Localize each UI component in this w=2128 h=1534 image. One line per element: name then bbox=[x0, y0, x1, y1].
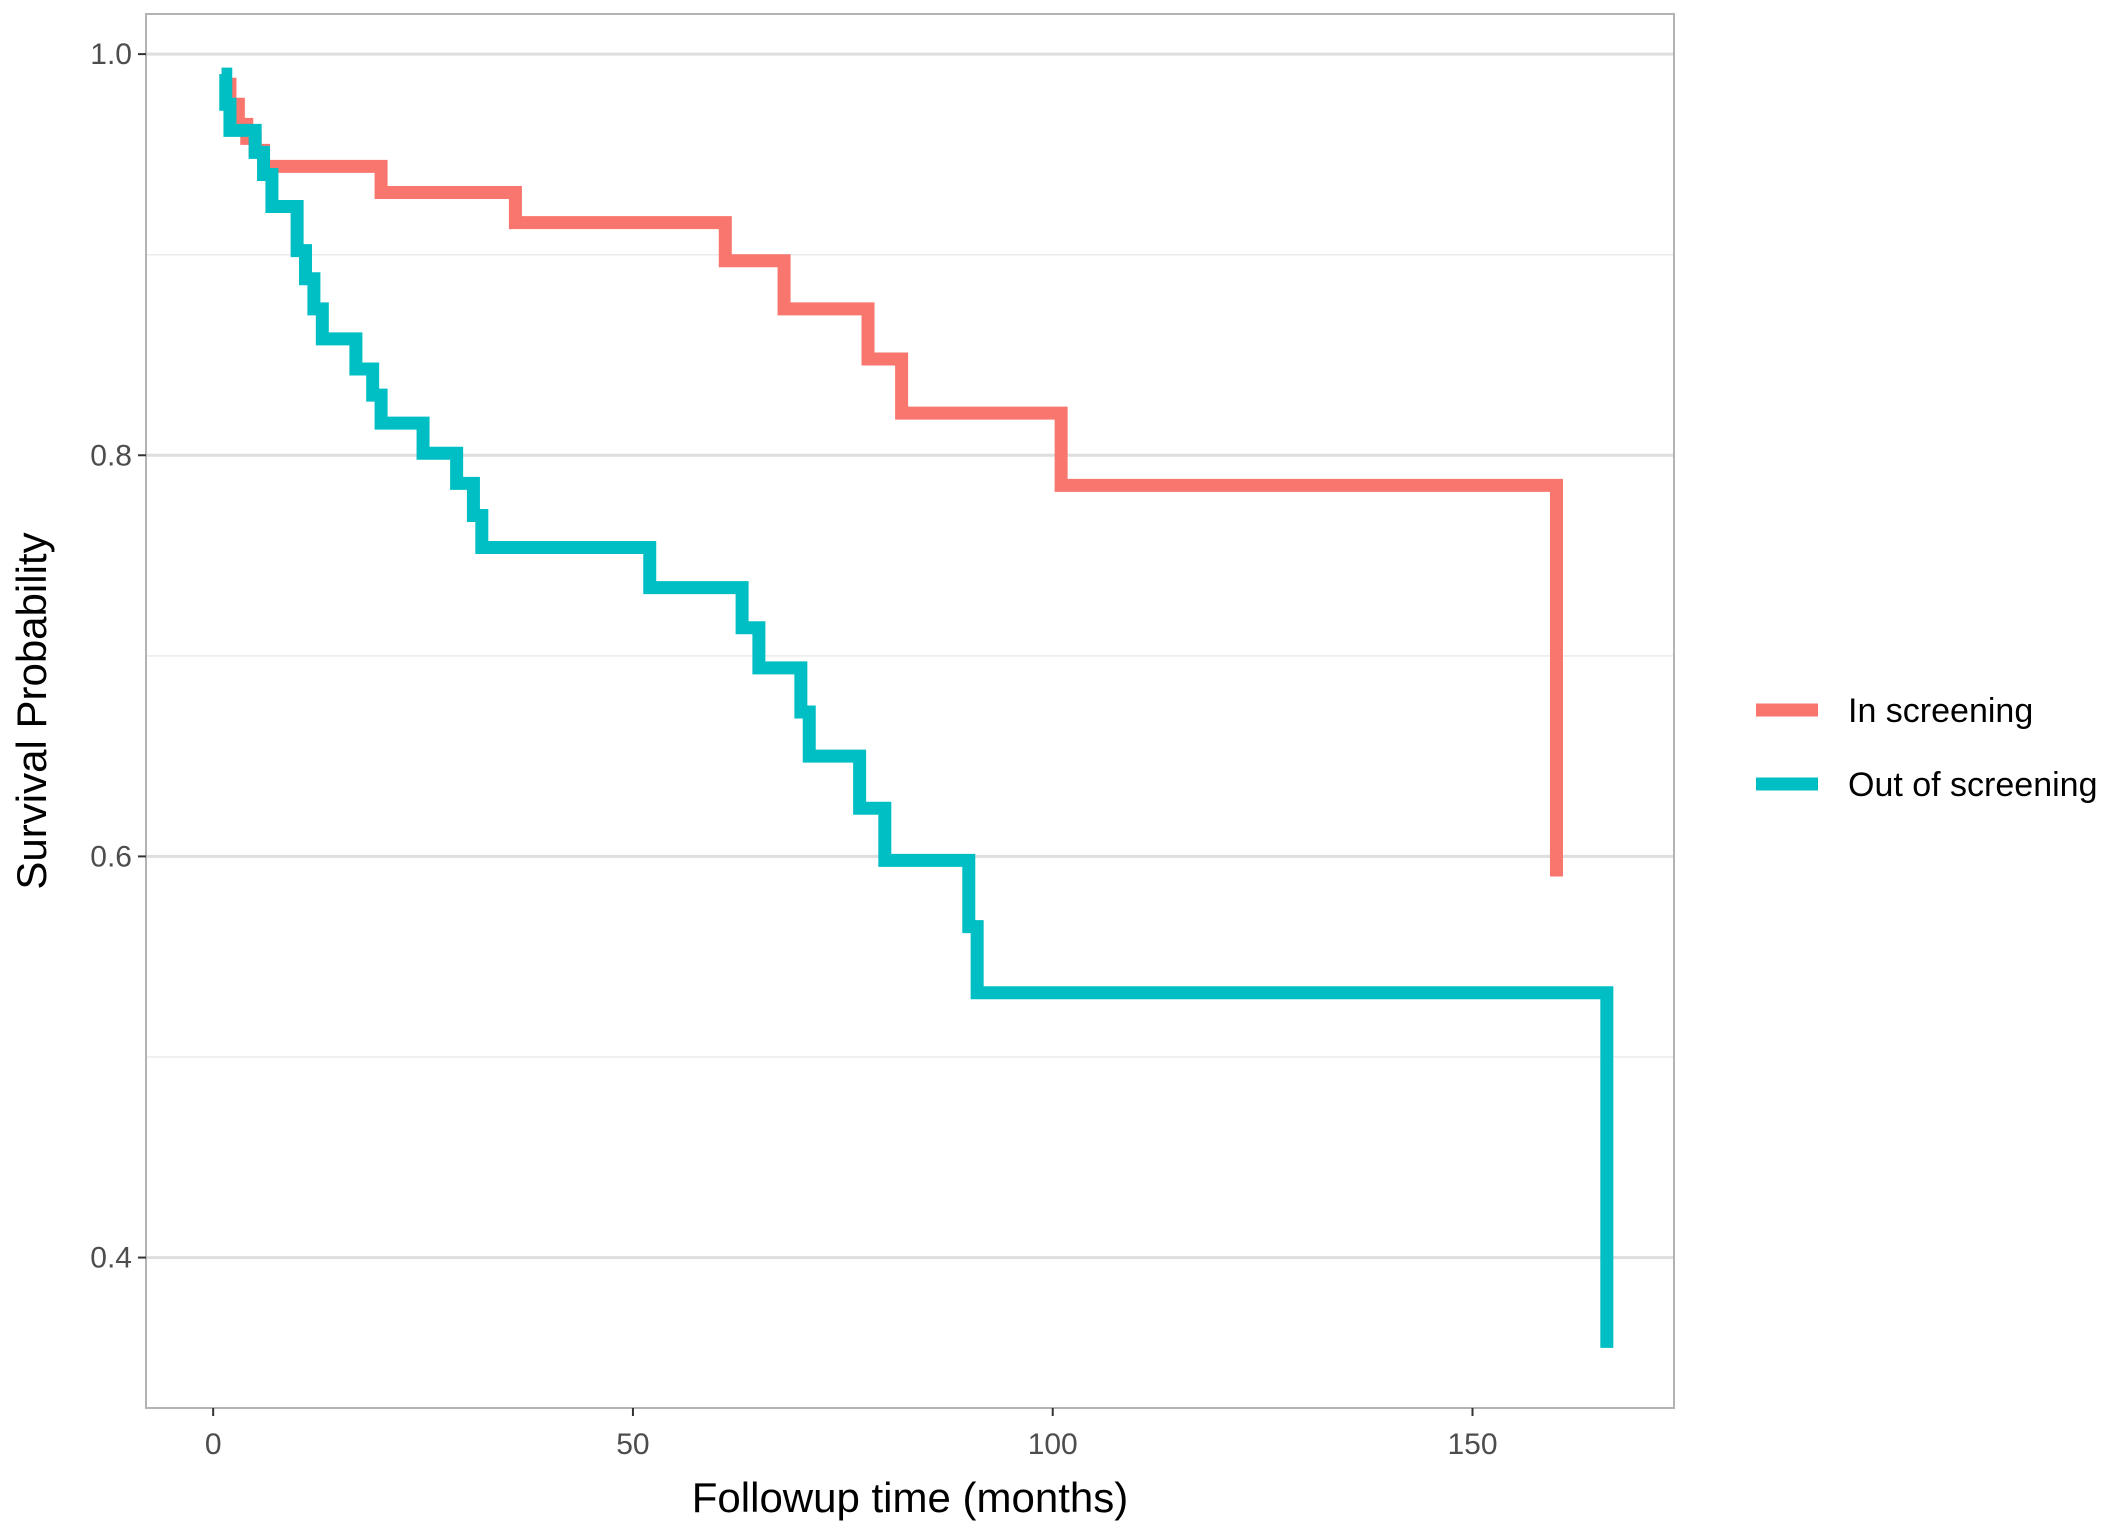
x-tick-label: 0 bbox=[205, 1428, 222, 1461]
x-tick-label: 150 bbox=[1447, 1428, 1497, 1461]
legend-label: In screening bbox=[1848, 692, 2033, 730]
x-axis-title: Followup time (months) bbox=[692, 1474, 1128, 1521]
y-tick-label: 0.4 bbox=[90, 1242, 132, 1275]
legend: In screening Out of screening bbox=[1756, 692, 2097, 804]
y-tick-label: 1.0 bbox=[90, 38, 132, 71]
legend-label: Out of screening bbox=[1848, 766, 2097, 804]
series-line-out-of-screening bbox=[219, 67, 1614, 1348]
plot-panel-border bbox=[145, 13, 1675, 1409]
grid-lines bbox=[146, 52, 1674, 1260]
x-tick-label: 100 bbox=[1028, 1428, 1078, 1461]
y-tick-label: 0.6 bbox=[90, 840, 132, 873]
series-layer bbox=[219, 67, 1614, 1348]
axes: 0.4 0.6 0.8 1.0 0 50 100 150 bbox=[90, 38, 1497, 1461]
y-tick-label: 0.8 bbox=[90, 439, 132, 472]
series-line-in-screening bbox=[221, 77, 1563, 877]
x-tick-label: 50 bbox=[616, 1428, 649, 1461]
y-axis-title: Survival Probability bbox=[8, 532, 55, 889]
